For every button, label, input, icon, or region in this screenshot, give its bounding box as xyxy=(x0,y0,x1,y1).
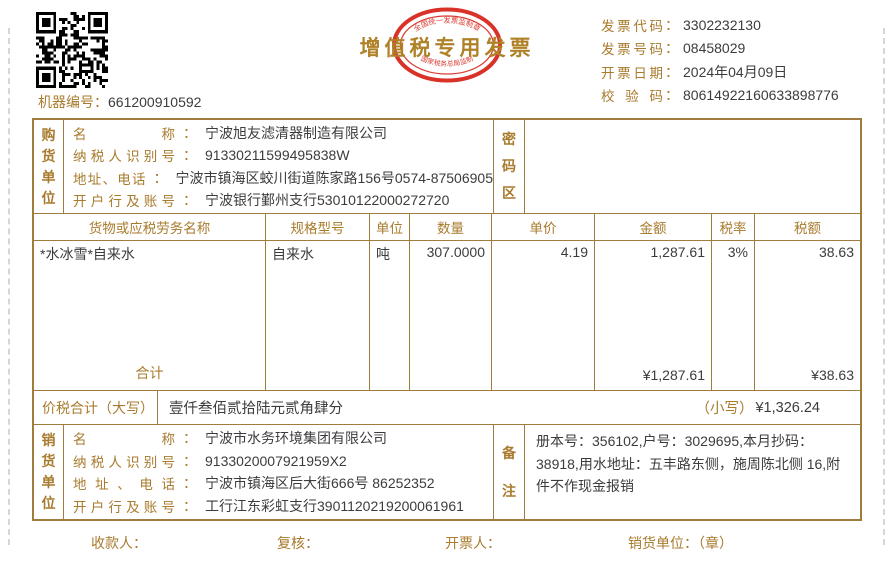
seller-name-value: 宁波市水务环境集团有限公司 xyxy=(205,430,387,447)
buyer-bank-row: 开户行及账号：宁波银行鄞州支行53010122000272720 xyxy=(73,191,450,209)
col-unit-price: 单价 xyxy=(492,214,595,240)
item-name: *水冰雪*自来水 xyxy=(40,246,135,262)
goods-table-header: 货物或应税劳务名称 规格型号 单位 数量 单价 金额 税率 税额 xyxy=(34,214,860,241)
buyer-section: 购货单位 名称：宁波旭友滤清器制造有限公司 纳税人识别号： 91330211599… xyxy=(34,120,860,214)
seller-side-label: 销货单位 xyxy=(34,425,64,519)
invoice-code-label: 发票代码 xyxy=(601,18,663,34)
seller-taxid-row: 纳税人识别号： 9133020007921959X2 xyxy=(73,452,347,470)
stamp-arc-top-text: 全国统一发票监制章 xyxy=(412,16,482,34)
item-tax-rate: 3% xyxy=(727,244,748,260)
quantity-cell: 307.0000 xyxy=(410,241,492,390)
invoice-code-value: 3302232130 xyxy=(683,16,761,33)
buyer-side-label: 购货单位 xyxy=(34,120,64,213)
buyer-taxid-value: 91330211599495838W xyxy=(205,147,350,164)
remarks-content: 册本号：356102,户号：3029695,本月抄码：38918,用水地址：五丰… xyxy=(536,433,841,494)
invoice-supervision-stamp-icon: 全国统一发票监制章 国家税务总局监制 xyxy=(392,7,502,83)
invoice-codes: 发票代码： 3302232130 发票号码： 08458029 开票日期： 2024年… xyxy=(601,13,881,107)
seller-taxid-value: 9133020007921959X2 xyxy=(205,452,347,469)
col-spec: 规格型号 xyxy=(266,214,370,240)
amount-in-figures: （小写） ¥1,326.24 xyxy=(695,391,820,424)
seller-section: 销货单位 名称：宁波市水务环境集团有限公司 纳税人识别号： 91330200079… xyxy=(34,425,860,519)
item-tax-amount: 38.63 xyxy=(818,244,854,260)
tax-rate-cell: 3% xyxy=(712,241,755,390)
item-quantity: 307.0000 xyxy=(426,244,485,260)
seller-name-row: 名称：宁波市水务环境集团有限公司 xyxy=(73,430,387,448)
col-unit: 单位 xyxy=(370,214,410,240)
right-tear-line xyxy=(883,28,885,545)
buyer-address-row: 地址、电话：宁波市镇海区蛟川街道陈家路156号0574-87506905 xyxy=(73,169,493,187)
invoice-date-row: 开票日期： 2024年04月09日 xyxy=(601,63,788,81)
col-tax-amount: 税额 xyxy=(794,221,821,236)
col-amount: 金额 xyxy=(595,214,712,240)
goods-name-cell: *水冰雪*自来水 合计 xyxy=(34,241,266,390)
seller-address-value: 宁波市镇海区后大街666号 86252352 xyxy=(205,475,435,492)
svg-text:全国统一发票监制章: 全国统一发票监制章 xyxy=(412,16,482,34)
reviewer-label: 复核： xyxy=(277,535,319,551)
invoice-date-label: 开票日期 xyxy=(601,65,663,81)
qr-code xyxy=(36,12,108,88)
small-amount-label: （小写） xyxy=(695,401,754,417)
check-code-row: 校验码： 80614922160633898776 xyxy=(601,87,839,105)
invoice-body: 购货单位 名称：宁波旭友滤清器制造有限公司 纳税人识别号： 91330211599… xyxy=(32,118,862,521)
tax-amount-cell: 38.63 ¥38.63 xyxy=(755,241,860,390)
total-tax-amount: ¥38.63 xyxy=(811,367,854,383)
buyer-address-value: 宁波市镇海区蛟川街道陈家路156号0574-87506905 xyxy=(175,169,493,186)
amount-in-words: 壹仟叁佰贰拾陆元贰角肆分 xyxy=(169,401,343,417)
seller-seal-label: 销货单位：（章） xyxy=(628,535,733,551)
buyer-name-value: 宁波旭友滤清器制造有限公司 xyxy=(205,125,387,142)
check-code-value: 80614922160633898776 xyxy=(683,87,839,104)
buyer-details: 名称：宁波旭友滤清器制造有限公司 纳税人识别号： 9133021159949583… xyxy=(64,120,494,213)
col-quantity: 数量 xyxy=(410,214,492,240)
col-goods-name: 货物或应税劳务名称 xyxy=(34,214,266,240)
invoice-number-value: 08458029 xyxy=(683,40,746,57)
summary-label: 价税合计（大写） xyxy=(34,391,158,424)
summary-row: 价税合计（大写） 壹仟叁佰贰拾陆元贰角肆分 （小写） ¥1,326.24 xyxy=(34,391,860,425)
total-amount: ¥1,287.61 xyxy=(642,367,705,383)
buyer-name-row: 名称：宁波旭友滤清器制造有限公司 xyxy=(73,125,387,143)
goods-table-body: *水冰雪*自来水 合计 自来水 吨 307.0000 4.19 1,287.61… xyxy=(34,241,860,391)
total-label: 合计 xyxy=(135,365,164,381)
payee-label: 收款人： xyxy=(91,535,147,551)
check-code-label: 校验码 xyxy=(601,89,663,105)
invoice-number-label: 发票号码 xyxy=(601,42,663,58)
item-spec: 自来水 xyxy=(272,246,314,262)
password-area-label: 密码区 xyxy=(494,120,525,213)
drawer-label: 开票人： xyxy=(445,535,501,551)
buyer-bank-value: 宁波银行鄞州支行53010122000272720 xyxy=(205,191,450,208)
remarks-label: 备注 xyxy=(494,425,525,519)
item-unit: 吨 xyxy=(376,246,390,262)
amount-cell: 1,287.61 ¥1,287.61 xyxy=(595,241,712,390)
invoice-date-value: 2024年04月09日 xyxy=(683,63,788,80)
invoice-title: 增值税专用发票 xyxy=(359,37,535,60)
unit-cell: 吨 xyxy=(370,241,410,390)
small-amount-value: ¥1,326.24 xyxy=(755,399,820,416)
seller-bank-value: 工行江东彩虹支行3901120219200061961 xyxy=(205,497,464,514)
invoice-code-row: 发票代码： 3302232130 xyxy=(601,16,761,34)
machine-number: 机器编号：661200910592 xyxy=(38,94,202,110)
left-tear-line xyxy=(8,28,10,545)
buyer-taxid-row: 纳税人识别号： 91330211599495838W xyxy=(73,147,350,165)
unit-price-cell: 4.19 xyxy=(492,241,595,390)
invoice-number-row: 发票号码： 08458029 xyxy=(601,40,746,58)
machine-number-value: 661200910592 xyxy=(108,94,202,110)
col-tax-rate: 税率 xyxy=(712,214,755,240)
password-area xyxy=(525,120,860,213)
seller-address-row: 地址、电话：宁波市镇海区后大街666号 86252352 xyxy=(73,475,435,493)
item-unit-price: 4.19 xyxy=(560,244,588,260)
signature-row: 收款人： 复核： 开票人： 销货单位：（章） xyxy=(0,533,892,553)
seller-details: 名称：宁波市水务环境集团有限公司 纳税人识别号： 9133020007921959… xyxy=(64,425,494,519)
item-amount: 1,287.61 xyxy=(650,244,706,260)
spec-cell: 自来水 xyxy=(266,241,370,390)
seller-bank-row: 开户行及账号：工行江东彩虹支行3901120219200061961 xyxy=(73,497,464,515)
machine-number-label: 机器编号 xyxy=(38,94,94,110)
